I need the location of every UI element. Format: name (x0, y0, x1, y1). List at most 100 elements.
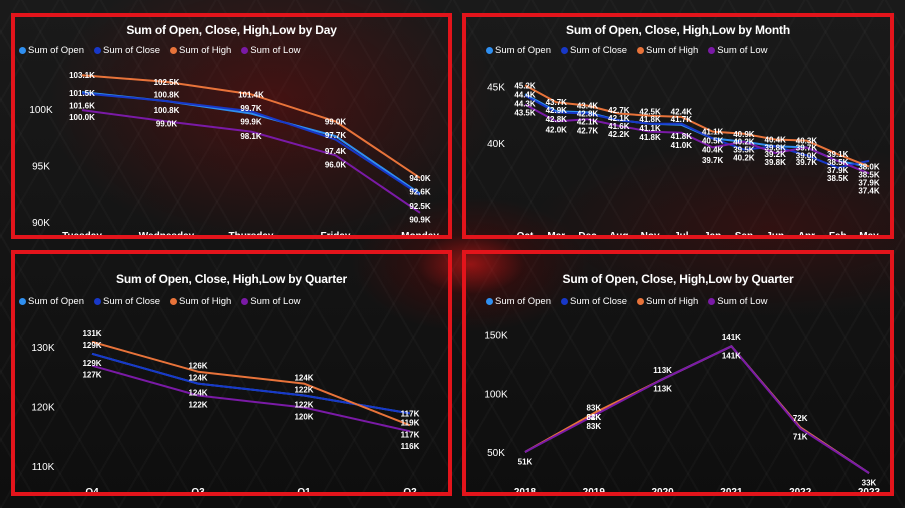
legend-item[interactable]: Sum of High (637, 45, 698, 56)
data-label: 41.8K (639, 133, 661, 142)
series-line[interactable] (524, 345, 870, 474)
legend-swatch (241, 298, 249, 305)
series-line[interactable] (81, 92, 421, 196)
legend-item[interactable]: Sum of Close (560, 296, 627, 307)
legend-item[interactable]: Sum of High (170, 45, 231, 56)
series-line[interactable] (524, 94, 870, 169)
y-tick-label: 130K (31, 343, 55, 354)
data-label: 83K (586, 422, 601, 431)
data-label: 40.9K (733, 130, 755, 139)
x-tick-label: Wednesday (139, 231, 195, 235)
data-label: 40.4K (702, 146, 724, 155)
chart-panel-by-month[interactable]: Sum of Open, Close, High,Low by Month Su… (462, 13, 894, 239)
legend-item[interactable]: Sum of High (637, 296, 698, 307)
series-line[interactable] (524, 84, 870, 168)
legend-item[interactable]: Sum of High (170, 296, 231, 307)
data-label: 41.8K (639, 115, 661, 124)
x-tick-label: Tuesday (62, 231, 102, 235)
data-label: 38.5K (827, 174, 849, 183)
series-line[interactable] (91, 364, 411, 433)
legend-item[interactable]: Sum of Close (93, 296, 160, 307)
legend-item[interactable]: Sum of Close (560, 45, 627, 56)
data-label: 141K (722, 333, 741, 342)
data-label: 84K (586, 413, 601, 422)
data-label: 42.0K (546, 125, 568, 134)
chart-panel-by-quarter[interactable]: Sum of Open, Close, High,Low by Quarter … (11, 250, 452, 496)
data-label: 119K (401, 418, 420, 427)
x-tick-label: Jul (674, 231, 689, 235)
data-label: 96.0K (325, 160, 347, 169)
series-line[interactable] (91, 340, 411, 427)
series-line[interactable] (81, 109, 421, 214)
chart-panel-by-day[interactable]: Sum of Open, Close, High,Low by Day Sum … (11, 13, 452, 239)
legend-item[interactable]: Sum of Low (708, 45, 767, 56)
data-label: 124K (188, 389, 207, 398)
series-line[interactable] (524, 345, 870, 474)
legend-label: Sum of Low (717, 296, 768, 307)
legend-item[interactable]: Sum of Low (241, 296, 300, 307)
chart-panel-by-year[interactable]: Sum of Open, Close, High,Low by Quarter … (462, 250, 894, 496)
legend-item[interactable]: Sum of Open (19, 45, 84, 56)
data-label: 38.5K (827, 158, 849, 167)
data-label: 98.1K (240, 132, 262, 141)
data-label: 42.2K (608, 130, 630, 139)
series-line[interactable] (524, 345, 870, 474)
data-label: 126K (188, 362, 207, 371)
data-label: 41.1K (702, 128, 724, 137)
data-label: 42.7K (577, 126, 599, 135)
data-label: 99.0K (325, 117, 347, 126)
series-line[interactable] (524, 345, 870, 474)
data-label: 38.0K (858, 163, 880, 172)
legend-item[interactable]: Sum of Close (93, 45, 160, 56)
data-label: 42.1K (577, 117, 599, 126)
x-tick-label: 2023 (858, 487, 881, 492)
data-label: 43.7K (546, 98, 568, 107)
data-label: 40.2K (733, 154, 755, 163)
legend-label: Sum of Low (717, 45, 768, 56)
data-label: 124K (294, 374, 313, 383)
data-label: 39.7K (702, 156, 724, 165)
data-label: 40.4K (765, 135, 787, 144)
data-label: 40.5K (702, 137, 724, 146)
series-line[interactable] (524, 103, 870, 175)
legend-item[interactable]: Sum of Open (19, 296, 84, 307)
data-label: 41.8K (671, 132, 693, 141)
x-tick-label: Friday (320, 231, 350, 235)
legend-swatch (560, 47, 568, 54)
data-label: 43.4K (577, 102, 599, 111)
x-tick-label: Mar (547, 231, 565, 235)
legend-item[interactable]: Sum of Low (241, 45, 300, 56)
data-label: 41.0K (671, 141, 693, 150)
data-label: 33K (862, 479, 877, 488)
data-label: 141K (722, 352, 741, 361)
data-label: 41.1K (639, 124, 661, 133)
chart-legend: Sum of Open Sum of Close Sum of High Sum of… (486, 296, 767, 307)
legend-item[interactable]: Sum of Low (708, 296, 767, 307)
x-tick-label: May (859, 231, 879, 235)
data-label: 40.3K (796, 137, 818, 146)
legend-swatch (486, 298, 493, 305)
data-label: 42.4K (671, 107, 693, 116)
chart-title: Sum of Open, Close, High,Low by Quarter (116, 272, 347, 286)
x-tick-label: Q4 (85, 487, 99, 492)
data-label: 100.0K (69, 113, 95, 122)
legend-label: Sum of High (179, 45, 232, 56)
legend-item[interactable]: Sum of Open (486, 296, 551, 307)
data-label: 39.5K (733, 146, 755, 155)
legend-item[interactable]: Sum of Open (486, 45, 551, 56)
x-tick-label: 2019 (583, 487, 606, 492)
data-label: 122K (294, 400, 313, 409)
series-line[interactable] (81, 74, 421, 179)
data-label: 42.8K (577, 110, 599, 119)
data-label: 97.7K (325, 131, 347, 140)
data-label: 38.5K (858, 170, 880, 179)
data-label: 94.0K (409, 174, 431, 183)
y-tick-label: 100K (29, 105, 53, 116)
data-label: 39.7K (796, 158, 818, 167)
data-label: 41.6K (608, 122, 630, 131)
chart-title: Sum of Open, Close, High,Low by Month (566, 23, 790, 37)
series-line[interactable] (91, 352, 411, 415)
data-label: 42.8K (546, 115, 568, 124)
x-tick-label: 2020 (651, 487, 674, 492)
